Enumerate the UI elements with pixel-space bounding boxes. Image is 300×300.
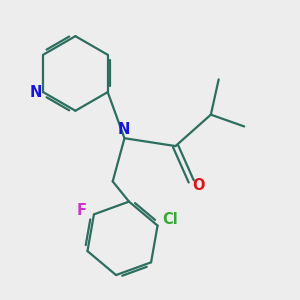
Text: N: N bbox=[30, 85, 42, 100]
Text: Cl: Cl bbox=[162, 212, 178, 227]
Text: F: F bbox=[76, 203, 86, 218]
Text: O: O bbox=[192, 178, 205, 193]
Text: N: N bbox=[118, 122, 130, 137]
